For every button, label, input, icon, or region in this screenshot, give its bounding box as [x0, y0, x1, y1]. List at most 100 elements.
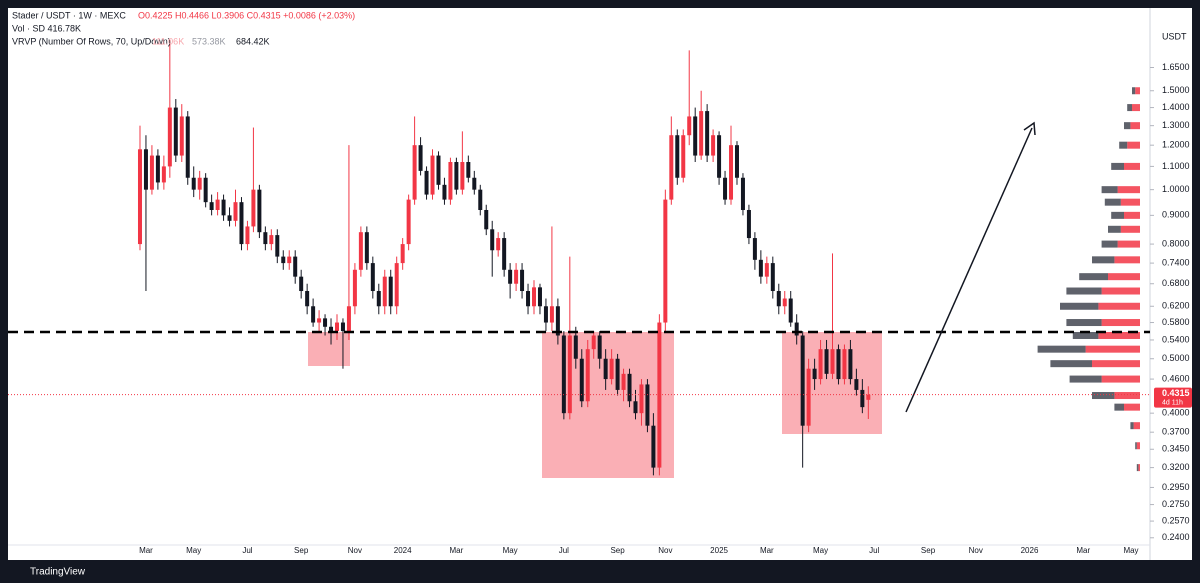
candle-body	[788, 298, 793, 323]
x-tick-label: Jul	[869, 546, 879, 555]
profile-down	[1111, 211, 1124, 219]
profile-up	[1130, 122, 1140, 130]
candle-body	[603, 358, 608, 380]
candle-body	[478, 189, 483, 210]
x-tick-label: Sep	[610, 546, 625, 555]
candle-body	[567, 335, 572, 414]
x-tick-label: Mar	[139, 546, 153, 555]
candle-body	[352, 269, 357, 307]
candle-body	[490, 229, 495, 251]
profile-up	[1108, 273, 1140, 281]
profile-up	[1114, 256, 1140, 264]
candle-body	[794, 322, 799, 336]
candle-body	[155, 155, 160, 183]
last-price-label: 0.4315	[1162, 388, 1190, 398]
candle-body	[734, 145, 739, 178]
chart-area	[8, 8, 1192, 560]
candle-body	[549, 306, 554, 323]
candle-body	[663, 199, 668, 323]
candle-body	[460, 162, 465, 190]
x-tick-label: Jul	[242, 546, 252, 555]
candle-body	[812, 368, 817, 380]
vrvp-stat: 111.06K	[152, 36, 184, 46]
candle-body	[149, 155, 154, 190]
y-tick-label: 0.6200	[1162, 301, 1190, 311]
x-tick-label: Mar	[1076, 546, 1090, 555]
candle-body	[627, 373, 632, 402]
vrvp-stat: 684.42K	[236, 36, 270, 46]
candle-body	[597, 335, 602, 359]
candle-body	[705, 111, 710, 156]
candle-body	[591, 335, 596, 350]
candle-body	[323, 318, 328, 327]
x-tick-label: Mar	[760, 546, 774, 555]
candle-body	[209, 202, 214, 210]
candle-body	[436, 155, 441, 185]
vrvp-label: VRVP (Number Of Rows, 70, Up/Down)	[12, 36, 171, 46]
candle-body	[406, 199, 411, 245]
candle-body	[466, 162, 471, 178]
profile-up	[1101, 319, 1140, 327]
y-tick-label: 0.3700	[1162, 427, 1190, 437]
candle-body	[317, 318, 322, 323]
profile-up	[1124, 403, 1140, 411]
x-tick-label: Nov	[969, 546, 983, 555]
x-tick-label: May	[813, 546, 828, 555]
candle-body	[836, 349, 841, 380]
y-tick-label: 1.1000	[1162, 161, 1190, 171]
candle-body	[191, 177, 196, 190]
candle-body	[364, 232, 369, 264]
candle-body	[167, 107, 172, 167]
vrvp-stat: 573.38K	[192, 36, 226, 46]
candle-body	[645, 384, 650, 426]
candle-body	[161, 166, 166, 183]
candle-body	[275, 235, 280, 257]
candle-body	[651, 425, 656, 468]
profile-down	[1069, 375, 1102, 383]
y-tick-label: 0.3450	[1162, 444, 1190, 454]
profile-up	[1101, 375, 1140, 383]
candle-body	[263, 232, 268, 245]
candle-body	[687, 116, 692, 136]
candle-body	[585, 349, 590, 402]
candle-body	[711, 135, 716, 156]
profile-down	[1108, 225, 1121, 233]
candle-body	[758, 259, 763, 277]
candle-body	[245, 226, 250, 245]
candle-body	[508, 269, 513, 284]
zone	[308, 332, 350, 366]
y-tick-label: 0.2950	[1162, 482, 1190, 492]
profile-up	[1120, 225, 1140, 233]
profile-down	[1135, 442, 1137, 450]
candle-body	[818, 349, 823, 380]
profile-down	[1072, 331, 1099, 339]
candle-body	[442, 184, 447, 200]
candle-body	[137, 149, 142, 245]
profile-down	[1111, 162, 1124, 170]
candle-body	[251, 189, 256, 227]
profile-down	[1066, 287, 1102, 295]
candle-body	[305, 291, 310, 307]
zone	[782, 332, 882, 434]
y-tick-label: 1.6500	[1162, 62, 1190, 72]
candle-body	[293, 256, 298, 277]
y-tick-label: 1.0000	[1162, 184, 1190, 194]
profile-up	[1135, 87, 1140, 95]
candle-body	[699, 111, 704, 156]
candle-body	[615, 358, 620, 390]
candle-body	[334, 322, 339, 332]
candle-body	[484, 209, 489, 230]
ohlc: O0.4225 H0.4466 L0.3906 C0.4315 +0.0086 …	[138, 10, 355, 20]
candle-body	[340, 322, 345, 332]
candle-body	[221, 199, 226, 216]
candle-body	[537, 287, 542, 307]
profile-down	[1037, 345, 1086, 353]
profile-down	[1136, 464, 1139, 472]
plot	[137, 39, 1140, 476]
candle-body	[179, 116, 184, 156]
profile-down	[1079, 273, 1108, 281]
candle-body	[257, 189, 262, 233]
candle-body	[520, 269, 525, 292]
candle-body	[800, 335, 805, 426]
